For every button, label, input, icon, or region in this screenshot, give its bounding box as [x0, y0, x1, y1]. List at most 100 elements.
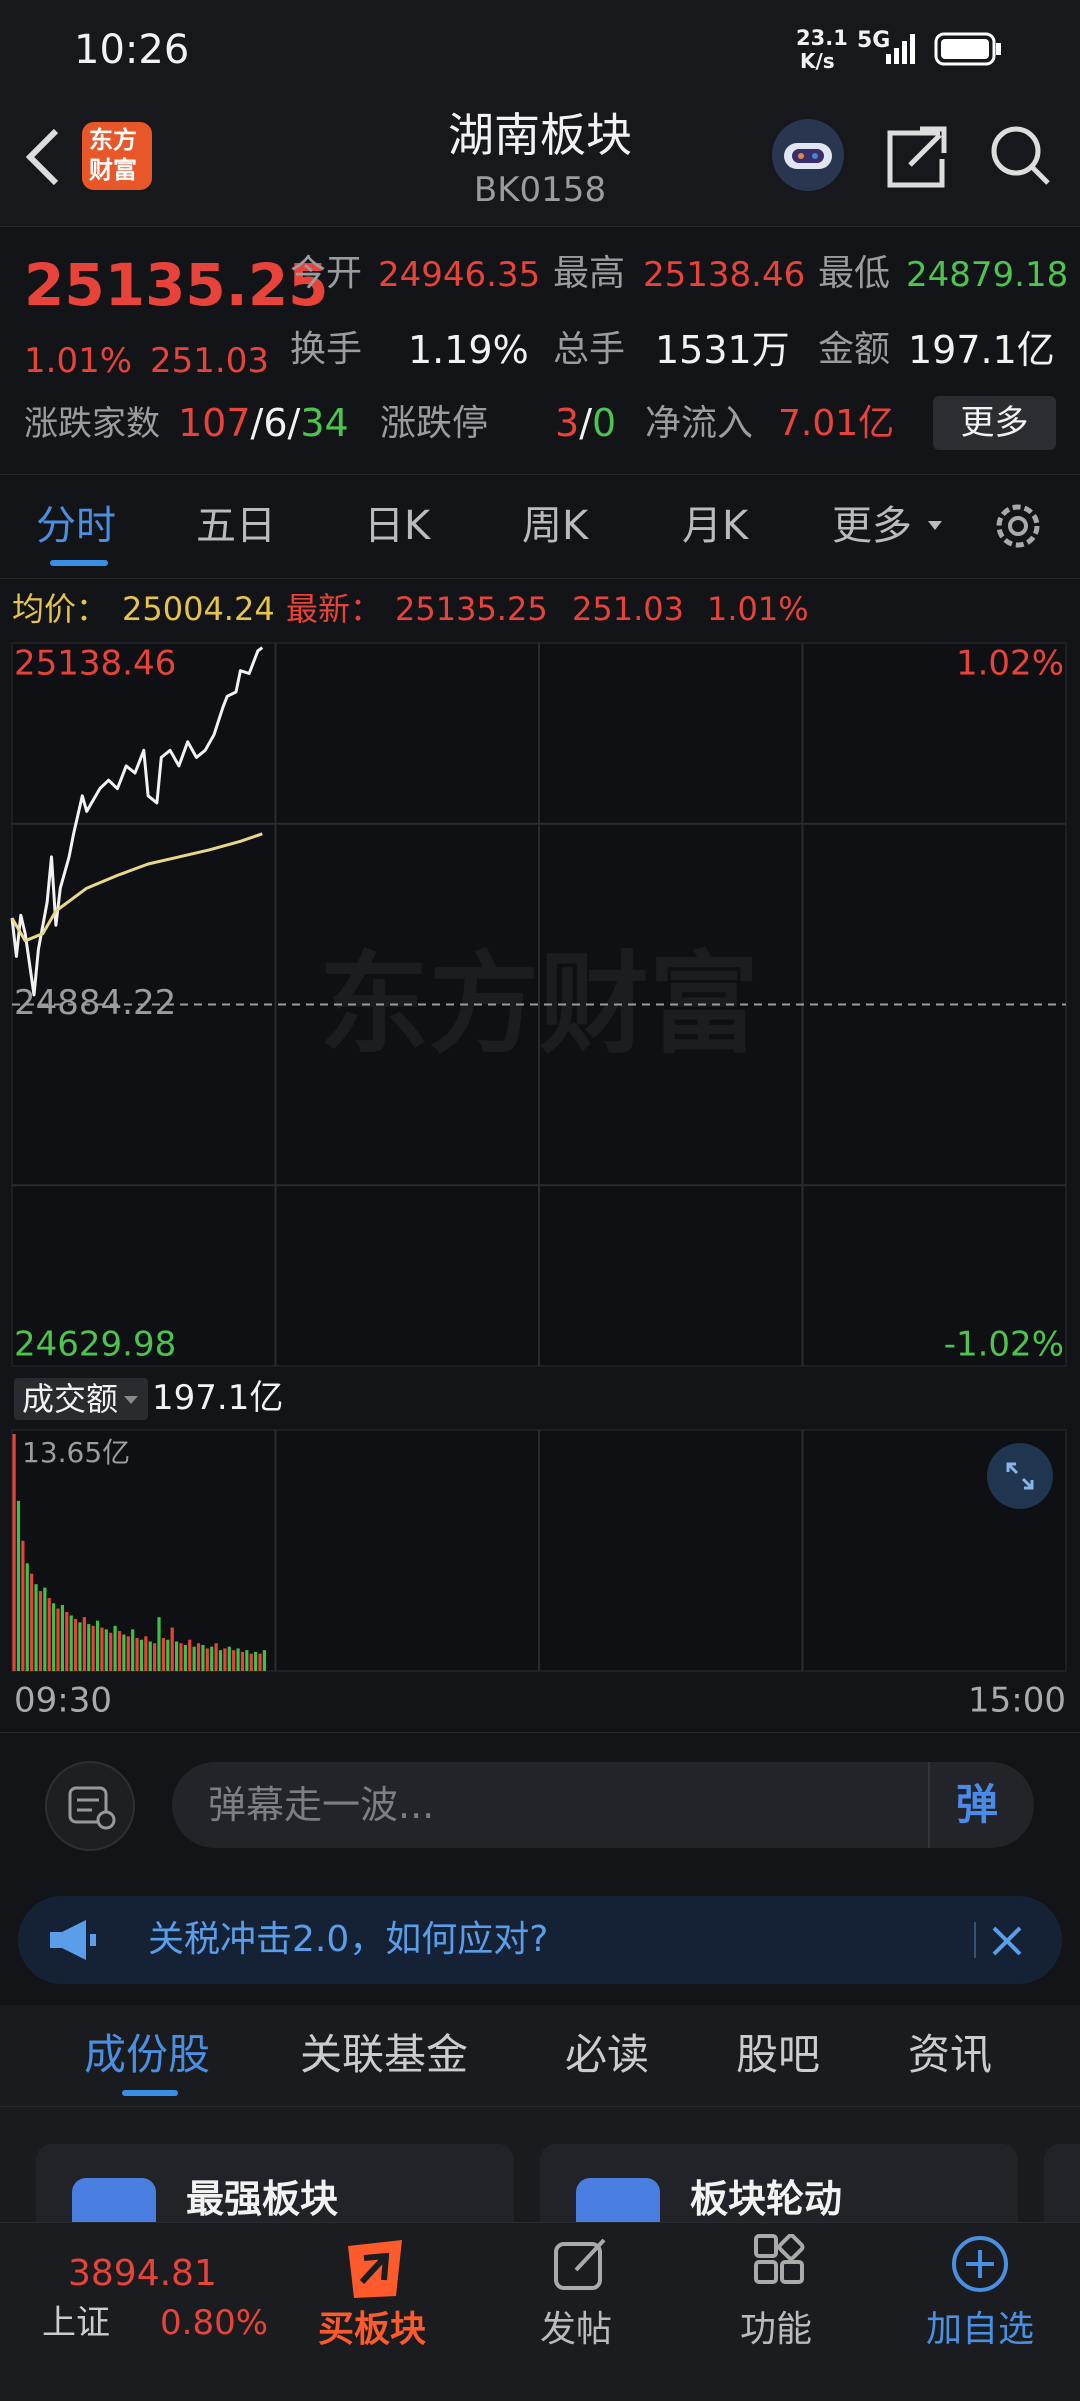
index-change[interactable]: 0.80% [160, 2303, 269, 2343]
volume-bar [109, 1632, 113, 1671]
volume-bar [144, 1636, 148, 1671]
inflow-value: 7.01亿 [778, 403, 895, 444]
card-title[interactable]: 最强板块 [186, 2177, 339, 2221]
volume-bar [210, 1646, 214, 1671]
field-value: 197.1亿 [908, 328, 1055, 372]
separator: / [287, 401, 301, 445]
y2-tick-label: -1.02% [944, 1325, 1064, 1365]
y2-tick-label: 1.02% [956, 644, 1064, 684]
close-button[interactable] [990, 1924, 1024, 1958]
change-percent: 1.01% [24, 341, 133, 381]
logo-text: 财富 [89, 156, 137, 184]
volume-bar [131, 1629, 135, 1671]
volume-bar [73, 1618, 78, 1671]
nav-item[interactable]: 发帖 [540, 2309, 613, 2350]
sector-code: BK0158 [473, 170, 607, 210]
nav-item[interactable]: 加自选 [926, 2309, 1035, 2350]
up-count: 107 [178, 401, 251, 445]
volume-bar [148, 1641, 152, 1671]
search-icon[interactable] [991, 126, 1050, 185]
volume-bar [65, 1611, 69, 1671]
nav-item[interactable]: 买板块 [318, 2309, 427, 2350]
breadth: 107/6/34 [178, 404, 349, 442]
volume-bar [227, 1646, 231, 1671]
volume-bar [245, 1650, 249, 1671]
divider [0, 226, 1080, 227]
field-label: 今开 [290, 253, 363, 294]
volume-bar [113, 1625, 117, 1671]
change-amount: 251.03 [572, 590, 684, 628]
section-tab[interactable]: 资讯 [908, 2030, 993, 2079]
volume-bar [218, 1650, 223, 1671]
tab[interactable]: 日K [364, 503, 431, 549]
volume-bar [122, 1634, 126, 1671]
separator: / [250, 401, 264, 445]
tab[interactable]: 分时 [36, 503, 116, 549]
danmaku-button[interactable]: 弹 [956, 1780, 999, 1829]
divider [0, 474, 1080, 475]
dropdown-arrow [928, 521, 942, 530]
y-tick-label: 24629.98 [14, 1325, 176, 1365]
volume-bar [157, 1617, 161, 1671]
y-tick-label: 24884.22 [14, 983, 176, 1023]
section-tab[interactable]: 关联基金 [300, 2030, 469, 2079]
tab[interactable]: 更多 [832, 503, 912, 549]
share-icon[interactable] [887, 126, 947, 188]
danmaku-input[interactable] [172, 1762, 1034, 1848]
settings-icon[interactable] [990, 498, 1046, 554]
post-icon[interactable] [550, 2234, 610, 2294]
volume-label[interactable]: 成交额 [22, 1380, 119, 1418]
section-tab[interactable]: 必读 [565, 2030, 650, 2079]
volume-bar [183, 1644, 187, 1671]
bottom-nav [0, 2222, 1080, 2401]
volume-total: 197.1亿 [152, 1378, 284, 1418]
field-label: 换手 [290, 329, 363, 370]
volume-bar [100, 1627, 104, 1671]
back-button[interactable] [20, 125, 64, 189]
volume-bar [139, 1639, 144, 1671]
x-tick-label: 15:00 [968, 1681, 1066, 1721]
volume-bar [249, 1653, 253, 1671]
volume-bar [43, 1587, 47, 1671]
volume-bar [34, 1584, 38, 1671]
tab[interactable]: 五日 [196, 503, 276, 549]
field-value: 24946.35 [378, 255, 541, 295]
separator [928, 1762, 930, 1848]
volume-selector[interactable] [14, 1378, 148, 1420]
volume-bar [52, 1603, 56, 1671]
section-tab[interactable]: 股吧 [736, 2030, 821, 2079]
index-name[interactable]: 上证 [42, 2303, 110, 2343]
volume-bar [161, 1638, 166, 1671]
volume-bar [170, 1627, 174, 1671]
volume-bar [91, 1625, 95, 1671]
more-button[interactable] [933, 396, 1056, 450]
volume-bar [117, 1631, 122, 1671]
tab[interactable]: 月K [682, 503, 749, 549]
more-button-text[interactable]: 更多 [960, 403, 1029, 443]
status-icons [886, 32, 1001, 66]
add-watchlist-icon[interactable] [950, 2234, 1010, 2294]
news-banner[interactable] [18, 1896, 1062, 1984]
card-title[interactable]: 板块轮动 [690, 2177, 843, 2221]
volume-bar [12, 1434, 16, 1671]
danmaku-placeholder[interactable]: 弹幕走一波... [208, 1783, 435, 1827]
banner-text[interactable]: 关税冲击2.0，如何应对? [148, 1919, 549, 1960]
flat-count: 6 [263, 401, 288, 445]
volume-bar [214, 1643, 218, 1671]
volume-bar [78, 1622, 82, 1671]
header-icons [772, 119, 1050, 191]
separator [974, 1922, 976, 1958]
function-icon[interactable] [750, 2234, 810, 2294]
limit-down: 0 [592, 401, 617, 445]
expand-button[interactable] [986, 1442, 1054, 1510]
volume-bar [262, 1650, 267, 1671]
buy-sector-icon[interactable] [340, 2236, 414, 2302]
tab[interactable]: 周K [522, 503, 589, 549]
app-logo [82, 122, 152, 190]
nav-item[interactable]: 功能 [740, 2309, 813, 2350]
last-price: 25135.25 [395, 590, 548, 628]
section-tab[interactable]: 成份股 [84, 2030, 211, 2079]
volume-bar [30, 1573, 34, 1671]
danmaku-icon[interactable] [44, 1760, 136, 1852]
index-value[interactable]: 3894.81 [68, 2253, 217, 2294]
